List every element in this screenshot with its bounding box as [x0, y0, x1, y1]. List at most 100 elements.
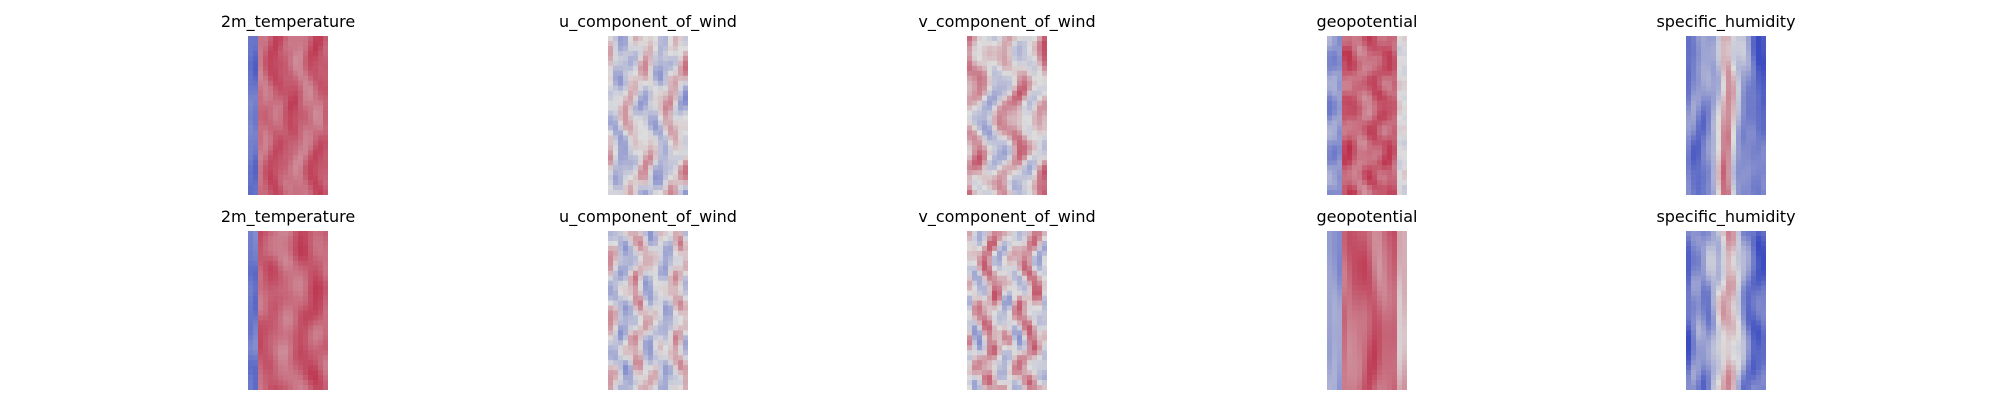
- heatmap-cell: [648, 150, 654, 156]
- heatmap-cell: [618, 135, 624, 141]
- heatmap-cell: [1012, 45, 1018, 52]
- heatmap-cell: [608, 190, 614, 195]
- heatmap-cell: [1726, 95, 1732, 101]
- heatmap-cell: [1761, 65, 1766, 72]
- heatmap-cell: [248, 235, 254, 242]
- heatmap-cell: [323, 155, 328, 161]
- heatmap-cell: [663, 340, 669, 346]
- heatmap-cell: [1761, 335, 1766, 341]
- heatmap-cell: [1761, 275, 1766, 281]
- heatmap-cell: [1337, 240, 1343, 247]
- heatmap-cell: [308, 360, 314, 366]
- heatmap-cell: [303, 40, 309, 47]
- heatmap-cell: [268, 290, 274, 296]
- heatmap-cell: [618, 40, 624, 47]
- heatmap-cell: [1721, 165, 1727, 171]
- heatmap-cell: [1736, 165, 1742, 171]
- heatmap-cell: [638, 130, 644, 136]
- heatmap-cell: [1377, 125, 1383, 131]
- heatmap-cell: [268, 340, 274, 346]
- heatmap-cell: [987, 270, 993, 277]
- heatmap-cell: [268, 155, 274, 161]
- heatmap-cell: [967, 350, 973, 356]
- heatmap-cell: [1392, 130, 1398, 136]
- heatmap-cell: [618, 185, 624, 191]
- heatmap-cell: [643, 250, 649, 257]
- heatmap-cell: [1397, 235, 1403, 242]
- heatmap-cell: [992, 90, 998, 96]
- heatmap-cell: [1751, 40, 1757, 47]
- heatmap-cell: [1327, 280, 1333, 286]
- heatmap-cell: [1392, 180, 1398, 186]
- heatmap-cell: [1357, 170, 1363, 176]
- heatmap-cell: [1686, 315, 1692, 321]
- panel-title: geopotential: [1316, 12, 1418, 31]
- heatmap-cell: [992, 360, 998, 366]
- heatmap-cell: [323, 350, 328, 356]
- heatmap-cell: [1347, 90, 1353, 96]
- heatmap-cell: [1751, 325, 1757, 331]
- heatmap-cell: [613, 170, 619, 176]
- heatmap-cell: [987, 310, 993, 316]
- heatmap-cell: [1017, 85, 1023, 91]
- heatmap-cell: [1746, 135, 1752, 141]
- heatmap-cell: [1012, 165, 1018, 171]
- heatmap-cell: [253, 325, 259, 331]
- heatmap-cell: [613, 105, 619, 111]
- heatmap-cell: [1402, 320, 1407, 326]
- heatmap-cell: [1711, 125, 1717, 131]
- heatmap-cell: [1731, 60, 1737, 67]
- heatmap-cell: [1701, 85, 1707, 91]
- heatmap-cell: [1327, 300, 1333, 306]
- heatmap-cell: [1032, 300, 1038, 306]
- heatmap-cell: [982, 95, 988, 101]
- heatmap-cell: [1367, 231, 1373, 237]
- heatmap-cell: [1741, 90, 1747, 96]
- heatmap-cell: [1352, 305, 1358, 311]
- heatmap-cell: [1751, 275, 1757, 281]
- heatmap-cell: [618, 345, 624, 351]
- heatmap-cell: [1007, 235, 1013, 242]
- heatmap-cell: [323, 115, 328, 121]
- heatmap-cell: [628, 350, 634, 356]
- heatmap-cell: [1337, 185, 1343, 191]
- heatmap-cell: [1746, 175, 1752, 181]
- heatmap-cell: [1731, 305, 1737, 311]
- heatmap-cell: [303, 105, 309, 111]
- heatmap-cell: [1332, 375, 1338, 381]
- heatmap-cell: [1327, 75, 1333, 82]
- heatmap-cell: [653, 380, 659, 386]
- heatmap-geopotential: [1327, 36, 1407, 195]
- heatmap-cell: [1711, 110, 1717, 116]
- heatmap-cell: [293, 310, 299, 316]
- heatmap-cell: [1367, 250, 1373, 257]
- heatmap-cell: [1357, 270, 1363, 277]
- heatmap-cell: [1761, 36, 1766, 42]
- heatmap-cell: [1002, 70, 1008, 77]
- heatmap-cell: [982, 110, 988, 116]
- heatmap-cell: [1736, 305, 1742, 311]
- heatmap-cell: [668, 185, 674, 191]
- heatmap-cell: [1706, 340, 1712, 346]
- heatmap-cell: [1027, 50, 1033, 57]
- heatmap-cell: [1382, 375, 1388, 381]
- heatmap-cell: [643, 190, 649, 195]
- heatmap-cell: [1357, 140, 1363, 146]
- heatmap-cell: [1357, 265, 1363, 272]
- heatmap-cell: [1711, 175, 1717, 181]
- heatmap-cell: [1397, 165, 1403, 171]
- heatmap-cell: [1397, 275, 1403, 281]
- heatmap-cell: [972, 310, 978, 316]
- heatmap-cell: [1686, 155, 1692, 161]
- heatmap-cell: [987, 355, 993, 361]
- heatmap-cell: [1002, 350, 1008, 356]
- heatmap-cell: [298, 270, 304, 277]
- heatmap-cell: [643, 385, 649, 390]
- heatmap-cell: [1002, 90, 1008, 96]
- heatmap-cell: [1007, 275, 1013, 281]
- heatmap-cell: [253, 150, 259, 156]
- heatmap-cell: [633, 350, 639, 356]
- heatmap-cell: [1007, 155, 1013, 161]
- heatmap-cell: [1042, 275, 1047, 281]
- heatmap-cell: [648, 335, 654, 341]
